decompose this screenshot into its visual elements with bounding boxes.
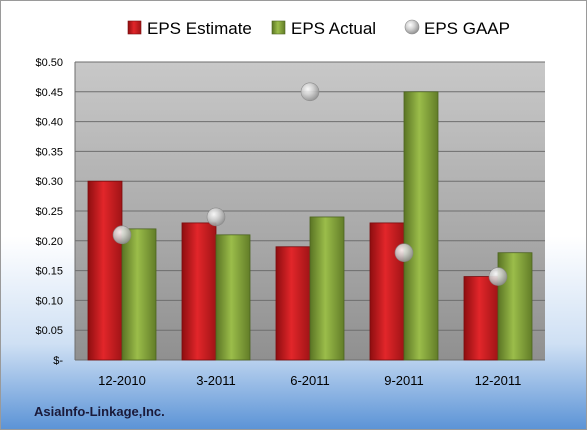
point-eps-gaap	[206, 207, 226, 227]
bar-eps-actual	[309, 216, 345, 361]
bars	[87, 91, 533, 361]
y-tick-label: $0.20	[35, 236, 63, 248]
y-tick-label: $0.50	[35, 57, 63, 69]
legend: EPS Estimate EPS Actual EPS GAAP	[127, 19, 510, 38]
company-name: AsiaInfo-Linkage,Inc.	[34, 404, 165, 419]
y-tick-label: $0.25	[35, 206, 63, 218]
bar-eps-estimate	[87, 180, 123, 361]
y-tick-label: $0.35	[35, 146, 63, 158]
x-axis-ticks: 12-2010 3-2011 6-2011 9-2011 12-2011	[98, 373, 521, 388]
point-eps-gaap	[300, 82, 320, 102]
bar-eps-actual	[121, 228, 157, 361]
legend-swatch	[404, 19, 420, 35]
y-tick-label: $0.45	[35, 87, 63, 99]
bar-eps-actual	[215, 234, 251, 361]
y-tick-label: $0.40	[35, 117, 63, 129]
x-tick-label: 6-2011	[290, 373, 330, 388]
x-tick-label: 3-2011	[196, 373, 236, 388]
x-tick-label: 9-2011	[384, 373, 424, 388]
y-tick-label: $0.10	[35, 295, 63, 307]
y-axis-ticks: $- $0.05 $0.10 $0.15 $0.20 $0.25 $0.30 $0.35 $0.…	[35, 57, 63, 367]
bar-eps-estimate	[369, 222, 405, 361]
bar-eps-estimate	[275, 246, 311, 361]
bar-eps-estimate	[463, 276, 499, 361]
x-tick-label: 12-2010	[98, 373, 146, 388]
gaap-points	[112, 82, 508, 286]
y-tick-label: $0.15	[35, 266, 63, 278]
y-tick-label: $0.30	[35, 176, 63, 188]
y-tick-label: $0.05	[35, 325, 63, 337]
bar-eps-estimate	[181, 222, 217, 361]
legend-label: EPS Actual	[291, 19, 376, 38]
legend-label: EPS GAAP	[424, 19, 510, 38]
x-tick-label: 12-2011	[475, 373, 522, 388]
point-eps-gaap	[488, 267, 508, 286]
y-tick-label: $-	[53, 355, 63, 367]
point-eps-gaap	[112, 225, 132, 245]
legend-swatch	[271, 20, 286, 35]
legend-label: EPS Estimate	[147, 19, 252, 38]
point-eps-gaap	[394, 243, 414, 263]
bar-eps-actual	[403, 91, 439, 361]
legend-swatch	[127, 20, 142, 35]
